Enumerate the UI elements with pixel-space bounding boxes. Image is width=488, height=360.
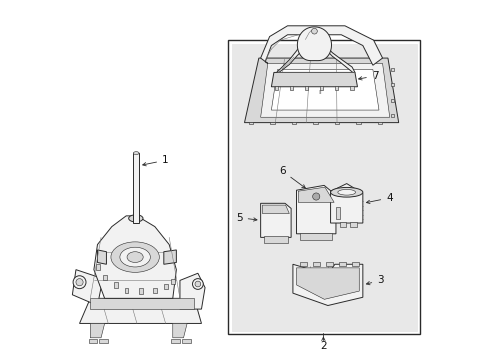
Bar bbox=[99, 339, 108, 343]
Circle shape bbox=[76, 279, 83, 286]
Polygon shape bbox=[163, 250, 176, 264]
Polygon shape bbox=[292, 264, 362, 306]
Bar bbox=[335, 207, 340, 219]
Polygon shape bbox=[297, 27, 331, 60]
Ellipse shape bbox=[127, 252, 143, 262]
Polygon shape bbox=[262, 205, 289, 213]
Polygon shape bbox=[296, 268, 359, 299]
Bar bbox=[349, 222, 356, 227]
Ellipse shape bbox=[120, 247, 150, 267]
Circle shape bbox=[311, 28, 317, 34]
Polygon shape bbox=[330, 184, 362, 223]
Circle shape bbox=[195, 281, 201, 287]
Text: II: II bbox=[317, 90, 321, 95]
Bar bbox=[248, 122, 253, 125]
Polygon shape bbox=[260, 63, 389, 117]
Bar bbox=[103, 275, 106, 280]
Polygon shape bbox=[180, 273, 204, 309]
Bar bbox=[300, 233, 332, 240]
Bar bbox=[291, 122, 296, 125]
Bar bbox=[164, 284, 167, 289]
Polygon shape bbox=[244, 58, 398, 123]
Text: 7: 7 bbox=[358, 71, 378, 81]
Circle shape bbox=[192, 279, 203, 289]
Polygon shape bbox=[90, 298, 194, 309]
Bar bbox=[96, 264, 100, 270]
Bar bbox=[114, 282, 117, 288]
Bar bbox=[270, 122, 274, 125]
Ellipse shape bbox=[330, 188, 362, 197]
Bar bbox=[325, 262, 332, 266]
Ellipse shape bbox=[111, 242, 159, 273]
Bar bbox=[334, 122, 339, 125]
Bar bbox=[171, 279, 175, 284]
Text: 1: 1 bbox=[142, 155, 168, 166]
Bar bbox=[351, 262, 358, 266]
Polygon shape bbox=[172, 323, 187, 338]
Bar bbox=[319, 86, 323, 90]
Bar bbox=[338, 262, 345, 266]
Ellipse shape bbox=[133, 152, 139, 154]
Text: 2: 2 bbox=[320, 341, 326, 351]
Ellipse shape bbox=[128, 215, 142, 222]
Bar bbox=[390, 68, 394, 71]
Polygon shape bbox=[271, 72, 357, 87]
Bar bbox=[390, 99, 394, 102]
Polygon shape bbox=[305, 47, 322, 53]
Text: 3: 3 bbox=[366, 275, 383, 285]
Bar bbox=[124, 288, 128, 293]
Polygon shape bbox=[90, 323, 104, 338]
Text: 4: 4 bbox=[366, 193, 392, 203]
Polygon shape bbox=[296, 185, 335, 234]
Bar bbox=[289, 86, 293, 90]
Bar bbox=[264, 236, 287, 243]
Bar bbox=[356, 122, 360, 125]
Polygon shape bbox=[97, 250, 106, 264]
Bar bbox=[349, 86, 353, 90]
Polygon shape bbox=[271, 69, 378, 110]
Polygon shape bbox=[94, 216, 176, 298]
Bar bbox=[274, 86, 278, 90]
Polygon shape bbox=[72, 270, 101, 306]
Polygon shape bbox=[260, 26, 382, 65]
Circle shape bbox=[312, 193, 319, 200]
Text: 5: 5 bbox=[236, 213, 256, 222]
Bar bbox=[312, 262, 319, 266]
Bar bbox=[339, 222, 346, 227]
Circle shape bbox=[73, 276, 86, 289]
Bar bbox=[313, 122, 317, 125]
Bar bbox=[334, 86, 338, 90]
Text: 6: 6 bbox=[279, 166, 305, 188]
Bar bbox=[182, 339, 190, 343]
Bar bbox=[304, 86, 308, 90]
Bar bbox=[231, 44, 416, 330]
Ellipse shape bbox=[337, 189, 355, 195]
Polygon shape bbox=[298, 187, 333, 202]
Polygon shape bbox=[276, 41, 354, 72]
Bar bbox=[228, 40, 419, 334]
Bar bbox=[88, 339, 97, 343]
Bar bbox=[153, 288, 157, 293]
Polygon shape bbox=[80, 298, 201, 323]
Bar bbox=[390, 114, 394, 117]
Bar bbox=[171, 339, 180, 343]
Bar bbox=[390, 83, 394, 86]
Bar bbox=[139, 288, 142, 294]
Bar bbox=[377, 122, 382, 125]
Bar bbox=[300, 262, 306, 266]
Bar bbox=[133, 153, 139, 223]
Polygon shape bbox=[260, 203, 290, 237]
